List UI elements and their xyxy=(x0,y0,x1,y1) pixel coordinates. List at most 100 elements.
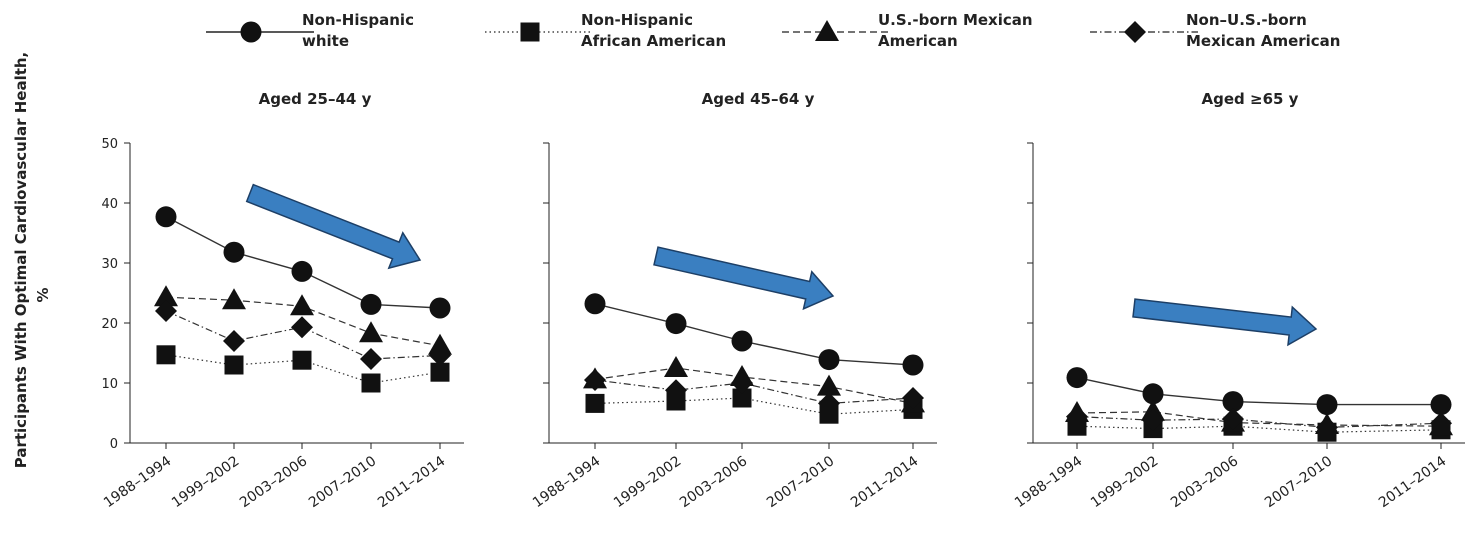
x-tick-label: 2007–2010 xyxy=(1262,453,1335,511)
data-point xyxy=(664,356,688,377)
legend-marker xyxy=(1124,21,1146,43)
panel: Aged ≥65 y 1988–1994 1999–2002 2003–2006 200… xyxy=(1012,90,1465,511)
legend-marker xyxy=(815,20,839,41)
trend-arrow xyxy=(245,183,422,270)
legend-label: white xyxy=(302,32,349,50)
x-tick-label: 1999–2002 xyxy=(1088,453,1161,511)
data-point xyxy=(360,348,382,370)
x-tick-label: 1999–2002 xyxy=(169,453,242,511)
data-point xyxy=(1430,394,1452,416)
data-point xyxy=(1316,394,1338,416)
panel-title: Aged ≥65 y xyxy=(1202,90,1299,108)
data-point xyxy=(291,316,313,339)
series-line xyxy=(594,303,914,366)
data-point xyxy=(1066,367,1088,389)
y-axis-label: Participants With Optimal Cardiovascular… xyxy=(12,52,52,469)
data-point xyxy=(291,260,313,282)
trend-arrow xyxy=(1132,298,1318,347)
y-tick-label: 20 xyxy=(101,317,118,332)
y-axis-title: Participants With Optimal Cardiovascular… xyxy=(12,52,30,469)
y-tick-label: 10 xyxy=(101,377,118,392)
data-point xyxy=(429,344,451,367)
x-tick-label: 1999–2002 xyxy=(611,453,684,511)
series-line xyxy=(165,310,441,360)
x-tick-label: 2011–2014 xyxy=(375,453,448,511)
data-point xyxy=(818,349,840,371)
legend-marker xyxy=(240,21,262,43)
data-point xyxy=(360,293,382,315)
chart-panels: Aged 25–44 y010203040501988–19941999–200… xyxy=(101,90,1465,511)
panel: Aged 25–44 y 0 10 20 30 40 50 1988–19941999–200… xyxy=(101,90,464,511)
data-point xyxy=(156,345,176,365)
x-tick-label: 2003–2006 xyxy=(677,453,750,511)
series-line xyxy=(165,354,441,384)
data-point xyxy=(1222,408,1244,430)
y-tick-label: 40 xyxy=(101,197,118,212)
data-point xyxy=(731,330,753,352)
panel-title: Aged 45–64 y xyxy=(702,90,815,108)
data-point xyxy=(731,372,753,394)
data-point xyxy=(1222,391,1244,413)
legend-item: Non–U.S.-born Mexican American xyxy=(1090,11,1340,50)
data-point xyxy=(585,393,605,413)
series-line xyxy=(1076,416,1442,429)
legend-item: U.S.-born Mexican American xyxy=(782,11,1033,50)
x-tick-label: 2007–2010 xyxy=(764,453,837,511)
legend-label: American xyxy=(878,32,958,50)
x-tick-label: 1988–1994 xyxy=(1012,453,1085,511)
data-point xyxy=(665,313,687,335)
data-point xyxy=(154,285,178,307)
data-point xyxy=(1316,416,1338,439)
data-point xyxy=(430,362,450,382)
panel-title: Aged 25–44 y xyxy=(259,90,372,108)
x-tick-label: 1988–1994 xyxy=(530,453,603,511)
legend-marker xyxy=(520,22,540,42)
series-line xyxy=(1076,425,1442,433)
x-tick-label: 2011–2014 xyxy=(848,453,921,511)
data-point xyxy=(902,387,924,409)
data-point xyxy=(222,288,246,310)
legend-label: Non-Hispanic xyxy=(302,11,414,29)
legend-item: Non-Hispanic African American xyxy=(485,11,726,50)
x-tick-label: 2003–2006 xyxy=(237,453,310,511)
x-tick-label: 2007–2010 xyxy=(306,453,379,511)
x-tick-label: 2003–2006 xyxy=(1168,453,1241,511)
data-point xyxy=(1430,412,1452,435)
data-point xyxy=(223,330,245,352)
data-point xyxy=(359,321,383,343)
data-point xyxy=(224,355,244,375)
legend-label: Non–U.S.-born xyxy=(1186,11,1307,29)
data-point xyxy=(817,374,841,396)
series-line xyxy=(594,397,914,415)
series-line xyxy=(594,379,914,405)
y-tick-label: 30 xyxy=(101,257,118,272)
data-point xyxy=(1066,405,1088,428)
data-point xyxy=(818,392,840,415)
x-tick-label: 1988–1994 xyxy=(101,453,174,511)
series-line xyxy=(1076,376,1441,406)
data-point xyxy=(665,379,687,402)
y-tick-label: 50 xyxy=(101,137,118,152)
data-point xyxy=(290,294,314,316)
legend-label: Non-Hispanic xyxy=(581,11,693,29)
data-point xyxy=(1142,383,1164,405)
y-axis-title-unit: % xyxy=(34,287,52,302)
trend-arrow xyxy=(653,246,835,311)
data-point xyxy=(292,350,312,370)
data-point xyxy=(429,297,451,319)
y-tick-label: 0 xyxy=(110,437,118,452)
data-point xyxy=(155,206,177,228)
data-point xyxy=(584,293,606,315)
x-tick-label: 2011–2014 xyxy=(1376,453,1449,511)
data-point xyxy=(1142,409,1164,432)
legend-label: African American xyxy=(581,32,726,50)
legend-label: U.S.-born Mexican xyxy=(878,11,1033,29)
legend: Non-Hispanic white Non-Hispanic African Ame… xyxy=(206,11,1340,50)
data-point xyxy=(428,333,452,355)
legend-item: Non-Hispanic white xyxy=(206,11,414,50)
data-point xyxy=(902,354,924,376)
data-point xyxy=(361,373,381,393)
data-point xyxy=(732,388,752,408)
